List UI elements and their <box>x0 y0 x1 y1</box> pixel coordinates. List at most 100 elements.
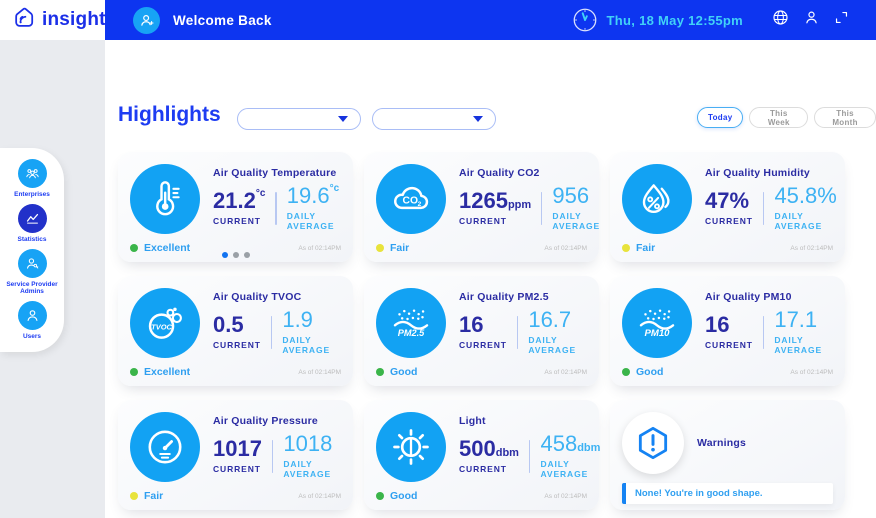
sidebar-item-label: Enterprises <box>14 191 50 198</box>
top-header: Welcome Back Thu, 18 May 12:55pm <box>105 0 876 40</box>
status-badge: Good <box>376 366 417 378</box>
current-unit: dbm <box>495 447 519 459</box>
status-badge: Good <box>376 490 417 502</box>
status-badge: Fair <box>622 242 655 254</box>
current-block: 16 CURRENT <box>705 312 753 351</box>
sidebar-item-users[interactable]: Users <box>0 301 68 341</box>
sidebar-item-statistics[interactable]: Statistics <box>0 203 68 244</box>
value-divider <box>271 439 274 473</box>
average-label: DAILY AVERAGE <box>774 335 823 355</box>
status-label: Excellent <box>144 366 191 378</box>
current-value: 0.5 <box>213 312 244 337</box>
warning-message: None! You're in good shape. <box>622 483 833 504</box>
filter-dropdown-2[interactable] <box>372 108 496 130</box>
card-title: Air Quality CO2 <box>459 167 540 179</box>
status-dot-icon <box>376 244 384 252</box>
status-dot-icon <box>376 368 384 376</box>
average-value: 19.6 <box>286 183 330 208</box>
average-label: DAILY AVERAGE <box>540 459 589 479</box>
average-value: 1018 <box>283 431 333 456</box>
current-value: 1265 <box>459 188 508 213</box>
status-dot-icon <box>130 244 138 252</box>
current-label: CURRENT <box>213 216 261 226</box>
today-button[interactable]: Today <box>697 107 744 128</box>
sidebar-item-label: Statistics <box>17 235 47 243</box>
range-button-group: Today This Week This Month <box>697 107 876 128</box>
as-of-timestamp: As of 02:14PM <box>790 244 833 252</box>
current-value: 21.2 <box>213 188 256 213</box>
current-label: CURRENT <box>459 216 507 226</box>
current-value: 16 <box>705 312 730 337</box>
sidebar-item-service-provider-admins[interactable]: Service Provider Admins <box>0 248 68 297</box>
status-badge: Excellent <box>130 366 190 378</box>
as-of-timestamp: As of 02:14PM <box>544 368 587 376</box>
status-dot-icon <box>622 368 630 376</box>
current-label: CURRENT <box>705 340 753 350</box>
value-divider <box>762 315 765 349</box>
average-value: 458 <box>540 431 578 456</box>
current-label: CURRENT <box>213 464 261 474</box>
current-block: 16 CURRENT <box>459 314 507 351</box>
carousel-dot[interactable] <box>221 252 228 258</box>
this-week-button[interactable]: This Week <box>749 107 809 128</box>
carousel-dot[interactable] <box>243 252 250 258</box>
metric-card: Air Quality Humidity 47% CURRENT 45.8% D… <box>610 152 845 262</box>
average-label: DAILY AVERAGE <box>283 459 332 479</box>
humidity-drop-icon <box>622 164 692 234</box>
as-of-timestamp: As of 02:14PM <box>298 368 341 376</box>
status-label: Excellent <box>144 242 191 254</box>
gauge-icon <box>130 412 200 482</box>
co2-cloud-icon: CO 2 <box>376 164 446 234</box>
sidebar-item-enterprises[interactable]: Enterprises <box>0 159 68 199</box>
as-of-timestamp: As of 02:14PM <box>298 244 341 252</box>
metric-card: Air Quality Pressure 1017 CURRENT 1018 D… <box>118 400 353 510</box>
average-block: 458 dbm DAILY AVERAGE <box>540 431 601 480</box>
card-title: Air Quality PM2.5 <box>459 291 549 303</box>
page-title: Highlights <box>118 103 221 126</box>
current-label: CURRENT <box>213 340 261 350</box>
tvoc-molecule-icon: TVOC <box>130 288 200 358</box>
average-unit: dbm <box>577 442 601 454</box>
brand-name: insight <box>42 9 106 30</box>
current-unit: ppm <box>507 199 532 211</box>
warning-hexagon-icon <box>622 412 684 474</box>
average-label: DAILY AVERAGE <box>528 335 577 355</box>
current-block: 21.2 °c CURRENT <box>213 188 265 227</box>
status-label: Good <box>390 366 418 378</box>
status-badge: Good <box>622 366 663 378</box>
value-divider <box>762 191 765 225</box>
sidebar-nav: Enterprises Statistics Service Provider … <box>0 148 64 352</box>
svg-text:TVOC: TVOC <box>151 322 172 331</box>
card-title: Warnings <box>697 437 747 449</box>
status-dot-icon <box>376 492 384 500</box>
statistics-chart-icon <box>17 203 47 233</box>
card-title: Air Quality Temperature <box>213 167 337 179</box>
status-badge: Fair <box>376 242 409 254</box>
filter-dropdown-1[interactable] <box>237 108 361 130</box>
svg-text:CO: CO <box>402 196 418 207</box>
this-month-button[interactable]: This Month <box>814 107 876 128</box>
average-block: 45.8% DAILY AVERAGE <box>774 185 837 232</box>
carousel-dots <box>118 252 353 258</box>
card-title: Air Quality PM10 <box>705 291 792 303</box>
datetime-text: Thu, 18 May 12:55pm <box>606 12 743 28</box>
chevron-down-icon <box>338 116 348 122</box>
as-of-timestamp: As of 02:14PM <box>790 368 833 376</box>
clock-icon <box>571 6 599 34</box>
user-plus-icon[interactable] <box>133 6 160 34</box>
user-icon[interactable] <box>803 9 820 31</box>
cards-grid: Air Quality Temperature 21.2 °c CURRENT 1… <box>118 152 845 510</box>
admin-key-icon <box>17 248 47 278</box>
as-of-timestamp: As of 02:14PM <box>298 492 341 500</box>
fullscreen-icon[interactable] <box>833 9 850 31</box>
average-label: DAILY AVERAGE <box>774 211 823 231</box>
value-divider <box>528 439 531 473</box>
current-block: 0.5 CURRENT <box>213 312 261 351</box>
average-block: 1018 DAILY AVERAGE <box>283 431 341 480</box>
card-title: Air Quality Pressure <box>213 415 318 427</box>
current-value: 1017 <box>213 436 262 461</box>
average-block: 17.1 DAILY AVERAGE <box>774 309 833 356</box>
status-label: Fair <box>636 242 656 254</box>
globe-icon[interactable] <box>771 8 790 32</box>
carousel-dot[interactable] <box>232 252 239 258</box>
